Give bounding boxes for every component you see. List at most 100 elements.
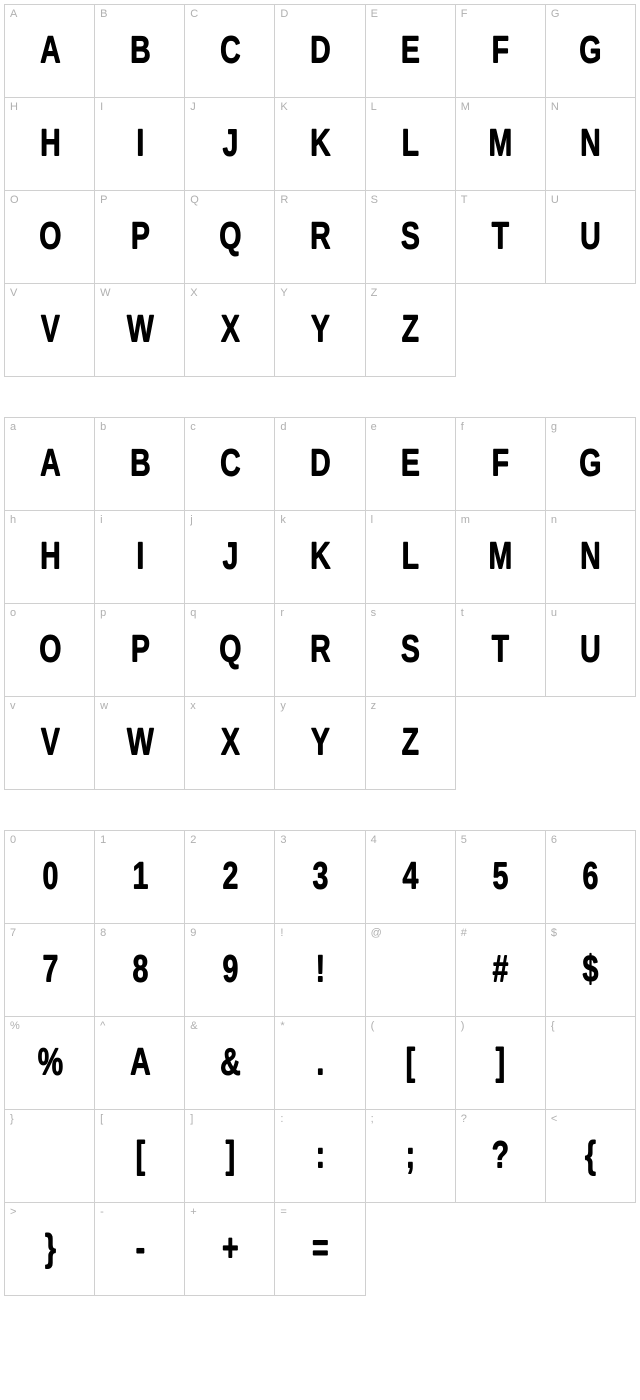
glyph-cell[interactable]: !! xyxy=(275,924,365,1017)
glyph-cell[interactable]: ++ xyxy=(185,1203,275,1296)
glyph-cell[interactable]: pP xyxy=(95,604,185,697)
glyph-cell[interactable]: cC xyxy=(185,418,275,511)
cell-glyph: O xyxy=(39,216,60,259)
glyph-cell[interactable]: CC xyxy=(185,5,275,98)
glyph-cell[interactable]: vV xyxy=(5,697,95,790)
glyph-cell[interactable]: AA xyxy=(5,5,95,98)
glyph-cell[interactable]: ;; xyxy=(366,1110,456,1203)
cell-label: T xyxy=(461,194,468,206)
cell-glyph: W xyxy=(127,722,153,765)
glyph-cell[interactable]: 99 xyxy=(185,924,275,1017)
glyph-cell[interactable]: 66 xyxy=(546,831,636,924)
glyph-cell[interactable]: 77 xyxy=(5,924,95,1017)
glyph-cell[interactable]: hH xyxy=(5,511,95,604)
glyph-cell[interactable]: *. xyxy=(275,1017,365,1110)
glyph-cell[interactable]: lL xyxy=(366,511,456,604)
glyph-cell[interactable]: DD xyxy=(275,5,365,98)
glyph-cell[interactable]: $$ xyxy=(546,924,636,1017)
glyph-cell[interactable]: == xyxy=(275,1203,365,1296)
cell-glyph: 8 xyxy=(132,949,147,992)
glyph-cell[interactable]: bB xyxy=(95,418,185,511)
glyph-cell[interactable]: fF xyxy=(456,418,546,511)
glyph-cell[interactable]: YY xyxy=(275,284,365,377)
cell-label: m xyxy=(461,514,470,526)
glyph-cell[interactable]: NN xyxy=(546,98,636,191)
glyph-cell[interactable]: BB xyxy=(95,5,185,98)
cell-glyph: 0 xyxy=(42,856,57,899)
cell-label: I xyxy=(100,101,103,113)
glyph-cell[interactable]: 22 xyxy=(185,831,275,924)
glyph-cell[interactable]: -- xyxy=(95,1203,185,1296)
glyph-cell[interactable]: UU xyxy=(546,191,636,284)
glyph-cell[interactable]: kK xyxy=(275,511,365,604)
glyph-cell[interactable]: ## xyxy=(456,924,546,1017)
cell-glyph: E xyxy=(401,30,419,73)
glyph-cell[interactable]: qQ xyxy=(185,604,275,697)
glyph-cell[interactable]: 88 xyxy=(95,924,185,1017)
glyph-cell[interactable]: TT xyxy=(456,191,546,284)
glyph-cell[interactable]: mM xyxy=(456,511,546,604)
glyph-cell[interactable]: gG xyxy=(546,418,636,511)
glyph-cell[interactable]: PP xyxy=(95,191,185,284)
glyph-cell[interactable]: ?? xyxy=(456,1110,546,1203)
glyph-cell[interactable]: 44 xyxy=(366,831,456,924)
glyph-cell[interactable]: ([ xyxy=(366,1017,456,1110)
glyph-cell[interactable]: II xyxy=(95,98,185,191)
cell-label: P xyxy=(100,194,107,206)
glyph-cell[interactable]: %% xyxy=(5,1017,95,1110)
glyph-cell[interactable]: rR xyxy=(275,604,365,697)
glyph-cell[interactable]: wW xyxy=(95,697,185,790)
glyph-cell[interactable]: MM xyxy=(456,98,546,191)
glyph-cell[interactable]: @ xyxy=(366,924,456,1017)
glyph-cell[interactable]: 11 xyxy=(95,831,185,924)
glyph-cell[interactable]: QQ xyxy=(185,191,275,284)
glyph-cell[interactable]: KK xyxy=(275,98,365,191)
glyph-cell[interactable]: eE xyxy=(366,418,456,511)
glyph-cell[interactable]: LL xyxy=(366,98,456,191)
glyph-cell[interactable]: RR xyxy=(275,191,365,284)
glyph-cell[interactable]: xX xyxy=(185,697,275,790)
glyph-cell[interactable]: { xyxy=(546,1017,636,1110)
glyph-cell[interactable]: uU xyxy=(546,604,636,697)
glyph-cell[interactable]: && xyxy=(185,1017,275,1110)
glyph-cell[interactable]: )] xyxy=(456,1017,546,1110)
glyph-cell[interactable]: HH xyxy=(5,98,95,191)
glyph-cell[interactable]: SS xyxy=(366,191,456,284)
glyph-cell[interactable]: tT xyxy=(456,604,546,697)
cell-glyph: # xyxy=(493,949,508,992)
glyph-cell[interactable]: iI xyxy=(95,511,185,604)
glyph-cell[interactable]: XX xyxy=(185,284,275,377)
glyph-cell[interactable]: :: xyxy=(275,1110,365,1203)
glyph-cell[interactable]: ^A xyxy=(95,1017,185,1110)
glyph-cell[interactable]: OO xyxy=(5,191,95,284)
cell-glyph: P xyxy=(131,629,149,672)
glyph-cell[interactable]: ]] xyxy=(185,1110,275,1203)
glyph-cell[interactable]: FF xyxy=(456,5,546,98)
glyph-cell[interactable]: } xyxy=(5,1110,95,1203)
glyph-cell[interactable]: <{ xyxy=(546,1110,636,1203)
cell-glyph: J xyxy=(222,123,237,166)
glyph-cell[interactable]: EE xyxy=(366,5,456,98)
glyph-cell[interactable]: jJ xyxy=(185,511,275,604)
glyph-cell[interactable]: WW xyxy=(95,284,185,377)
glyph-cell[interactable]: [[ xyxy=(95,1110,185,1203)
glyph-cell[interactable]: 00 xyxy=(5,831,95,924)
glyph-cell[interactable]: ZZ xyxy=(366,284,456,377)
glyph-cell[interactable]: 55 xyxy=(456,831,546,924)
glyph-cell[interactable]: dD xyxy=(275,418,365,511)
glyph-cell[interactable]: 33 xyxy=(275,831,365,924)
cell-glyph: ! xyxy=(316,949,325,992)
glyph-cell[interactable]: nN xyxy=(546,511,636,604)
cell-label: C xyxy=(190,8,198,20)
glyph-cell[interactable]: >} xyxy=(5,1203,95,1296)
cell-label: p xyxy=(100,607,106,619)
glyph-cell[interactable]: zZ xyxy=(366,697,456,790)
cell-label: & xyxy=(190,1020,197,1032)
glyph-cell[interactable]: VV xyxy=(5,284,95,377)
glyph-cell[interactable]: aA xyxy=(5,418,95,511)
glyph-cell[interactable]: oO xyxy=(5,604,95,697)
glyph-cell[interactable]: JJ xyxy=(185,98,275,191)
glyph-cell[interactable]: sS xyxy=(366,604,456,697)
glyph-cell[interactable]: yY xyxy=(275,697,365,790)
glyph-cell[interactable]: GG xyxy=(546,5,636,98)
